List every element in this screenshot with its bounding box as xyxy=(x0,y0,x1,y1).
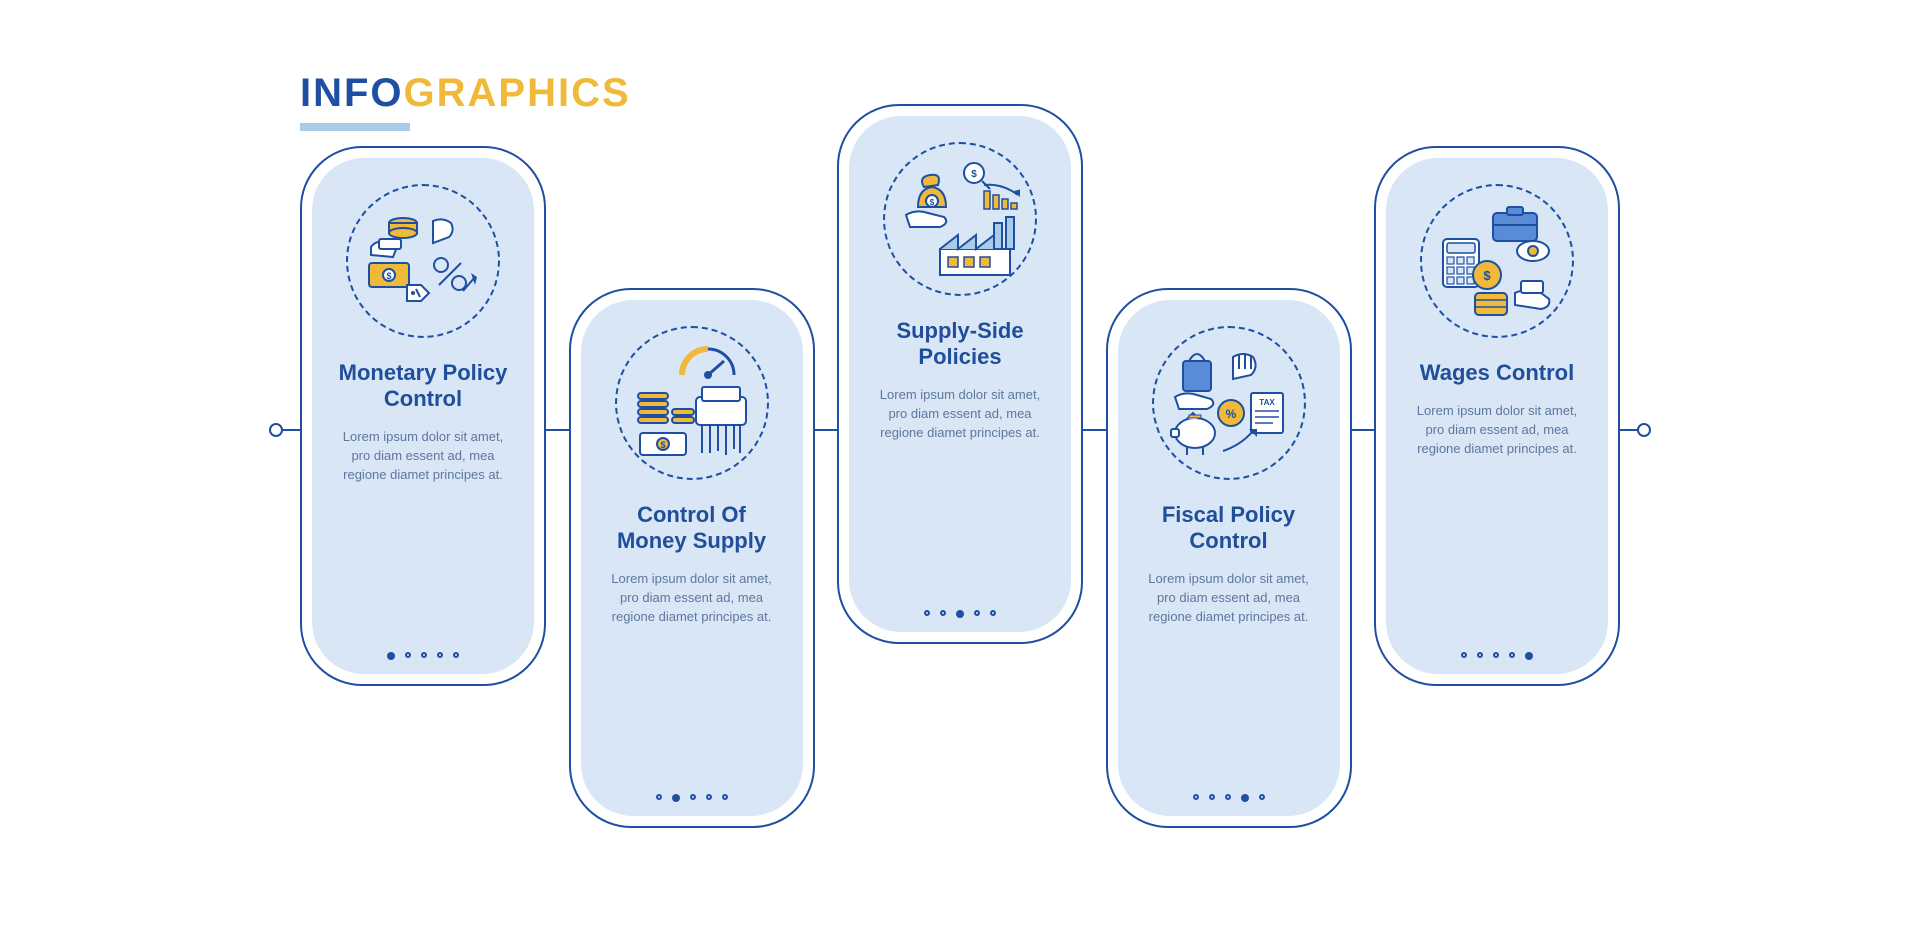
dot xyxy=(706,794,712,800)
card-wrap: Monetary Policy Control Lorem ipsum dolor… xyxy=(300,146,546,686)
supply-side-icon xyxy=(883,142,1037,296)
connector-endpoint-left xyxy=(269,423,283,437)
dot xyxy=(453,652,459,658)
card-desc: Lorem ipsum dolor sit amet, pro diam ess… xyxy=(869,386,1051,443)
dot-active xyxy=(1241,794,1249,802)
card-inner: Supply-Side Policies Lorem ipsum dolor si… xyxy=(849,116,1071,632)
card-wrap: Fiscal Policy Control Lorem ipsum dolor s… xyxy=(1106,288,1352,828)
pager-dots xyxy=(571,794,813,802)
pager-dots xyxy=(302,652,544,660)
dot xyxy=(924,610,930,616)
card: Fiscal Policy Control Lorem ipsum dolor s… xyxy=(1106,288,1352,828)
headline: INFOGRAPHICS xyxy=(300,71,631,116)
dot xyxy=(1477,652,1483,658)
pager-dots xyxy=(1376,652,1618,660)
headline-part1: INFO xyxy=(300,71,404,115)
dot xyxy=(1509,652,1515,658)
card-inner: Fiscal Policy Control Lorem ipsum dolor s… xyxy=(1118,300,1340,816)
card-desc: Lorem ipsum dolor sit amet, pro diam ess… xyxy=(332,428,514,485)
card-wrap: Control Of Money Supply Lorem ipsum dolor… xyxy=(569,288,815,828)
dot xyxy=(1259,794,1265,800)
card-desc: Lorem ipsum dolor sit amet, pro diam ess… xyxy=(1406,402,1588,459)
dot xyxy=(940,610,946,616)
card-title: Supply-Side Policies xyxy=(869,318,1051,371)
card-wrap: Supply-Side Policies Lorem ipsum dolor si… xyxy=(837,104,1083,644)
cards-row: Monetary Policy Control Lorem ipsum dolor… xyxy=(300,129,1620,859)
dot xyxy=(722,794,728,800)
dot xyxy=(421,652,427,658)
dot-active xyxy=(1525,652,1533,660)
card: Wages Control Lorem ipsum dolor sit amet,… xyxy=(1374,146,1620,686)
dot xyxy=(405,652,411,658)
dot xyxy=(437,652,443,658)
card-desc: Lorem ipsum dolor sit amet, pro diam ess… xyxy=(1138,570,1320,627)
dot xyxy=(1193,794,1199,800)
fiscal-icon xyxy=(1152,326,1306,480)
dot xyxy=(656,794,662,800)
card-title: Control Of Money Supply xyxy=(601,502,783,555)
card: Monetary Policy Control Lorem ipsum dolor… xyxy=(300,146,546,686)
card: Supply-Side Policies Lorem ipsum dolor si… xyxy=(837,104,1083,644)
dot-active xyxy=(672,794,680,802)
money-supply-icon xyxy=(615,326,769,480)
card: Control Of Money Supply Lorem ipsum dolor… xyxy=(569,288,815,828)
card-title: Wages Control xyxy=(1420,360,1574,386)
card-inner: Wages Control Lorem ipsum dolor sit amet,… xyxy=(1386,158,1608,674)
pager-dots xyxy=(839,610,1081,618)
card-title: Monetary Policy Control xyxy=(332,360,514,413)
monetary-icon xyxy=(346,184,500,338)
card-inner: Monetary Policy Control Lorem ipsum dolor… xyxy=(312,158,534,674)
card-desc: Lorem ipsum dolor sit amet, pro diam ess… xyxy=(601,570,783,627)
card-inner: Control Of Money Supply Lorem ipsum dolor… xyxy=(581,300,803,816)
headline-part2: GRAPHICS xyxy=(404,71,631,115)
dot xyxy=(1493,652,1499,658)
dot xyxy=(990,610,996,616)
dot-active xyxy=(956,610,964,618)
dot xyxy=(1461,652,1467,658)
dot xyxy=(1225,794,1231,800)
dot xyxy=(974,610,980,616)
dot-active xyxy=(387,652,395,660)
card-wrap: Wages Control Lorem ipsum dolor sit amet,… xyxy=(1374,146,1620,686)
connector-endpoint-right xyxy=(1637,423,1651,437)
card-title: Fiscal Policy Control xyxy=(1138,502,1320,555)
pager-dots xyxy=(1108,794,1350,802)
infographic-stage: INFOGRAPHICS Monetary Policy Control Lore… xyxy=(260,59,1660,879)
dot xyxy=(690,794,696,800)
dot xyxy=(1209,794,1215,800)
wages-icon xyxy=(1420,184,1574,338)
